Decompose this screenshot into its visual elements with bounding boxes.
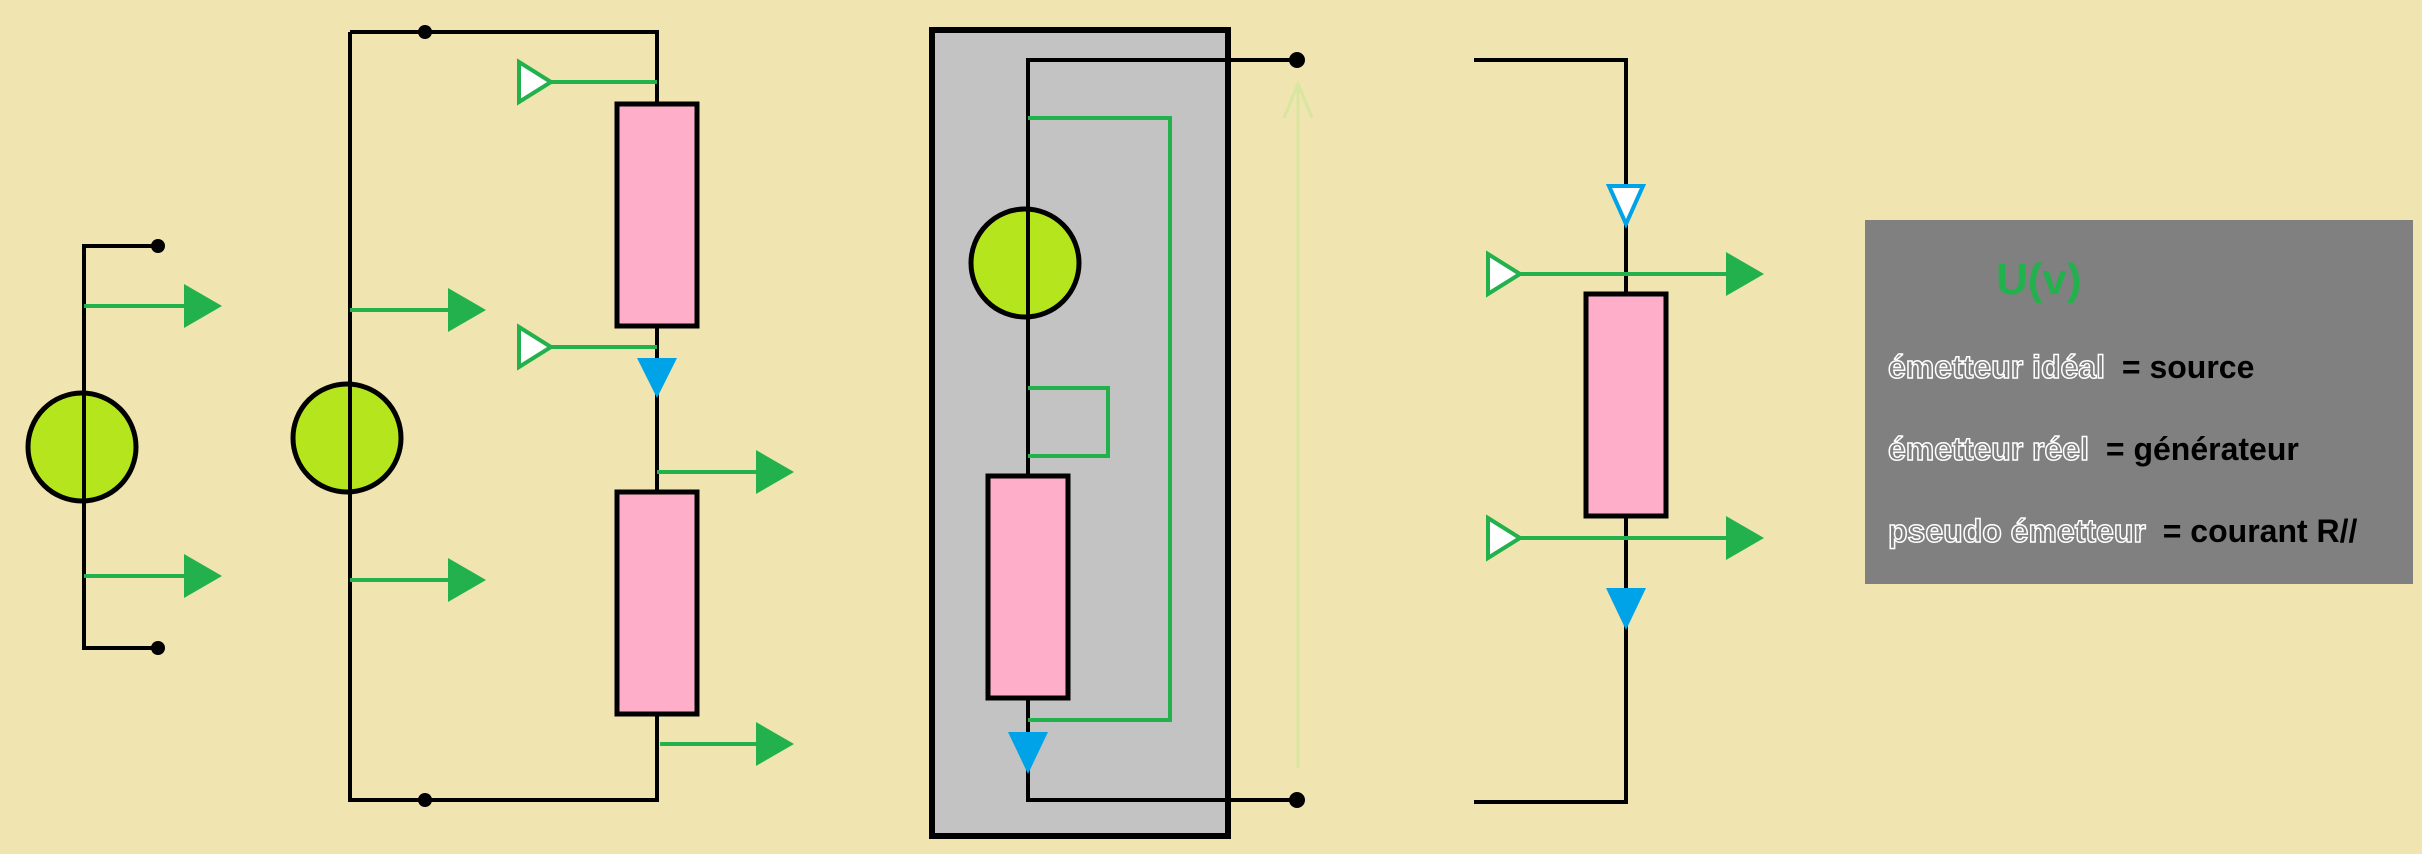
internal-current-loop (1028, 386, 1110, 458)
circuit-ideal-source (25, 239, 222, 655)
junction-dot (418, 793, 432, 807)
resistor (985, 473, 1071, 701)
current-arrow-head (184, 284, 222, 328)
wire (1474, 516, 1628, 804)
terminal-dot (151, 239, 165, 253)
resistor (1583, 291, 1669, 519)
terminal-dot (1289, 52, 1305, 68)
input-arrow-head (1486, 250, 1524, 298)
terminal-dot (1289, 792, 1305, 808)
legend-term: émetteur réel (1888, 431, 2089, 467)
legend-title: U(v) (1996, 255, 2082, 304)
current-arrow-head (448, 288, 486, 332)
legend-term: pseudo émetteur (1888, 513, 2146, 549)
legend-definition: = générateur (2106, 431, 2299, 467)
legend-definition: = source (2122, 349, 2255, 385)
voltage-arrow-head (1008, 732, 1048, 774)
legend-row: émetteur réel = générateur (1888, 431, 2299, 467)
circuit-voltage-divider (290, 25, 794, 807)
junction-dot (418, 25, 432, 39)
current-arrow-head (1726, 252, 1764, 296)
tension-arrow-head (1282, 80, 1314, 119)
current-arrow-head (756, 722, 794, 766)
circuit-real-generator (929, 27, 1314, 839)
legend-row: pseudo émetteur = courant R// (1888, 513, 2358, 549)
legend-panel: U(v) émetteur idéal = source émetteur ré… (1865, 220, 2413, 584)
legend-row: émetteur idéal = source (1888, 349, 2254, 385)
legend-term: émetteur idéal (1888, 349, 2105, 385)
current-arrow-head (448, 558, 486, 602)
terminal-dot (151, 641, 165, 655)
legend-box (1865, 220, 2413, 584)
voltage-arrow-head (637, 358, 677, 398)
current-arrow-head (1726, 516, 1764, 560)
resistor (614, 489, 700, 717)
generator-box (929, 27, 1231, 839)
input-arrow-head (1486, 514, 1524, 562)
source-symbol (290, 381, 404, 495)
internal-current-loop (1028, 116, 1172, 722)
source-symbol (968, 206, 1082, 320)
circuit-pseudo-emitter (1474, 58, 1764, 804)
voltage-arrow-head-open (1605, 184, 1647, 229)
voltage-arrow-head (1606, 588, 1646, 630)
input-arrow-head (517, 323, 555, 371)
resistor (614, 101, 700, 329)
current-arrow-head (184, 554, 222, 598)
wire (1026, 58, 1297, 208)
legend-definition: = courant R// (2163, 513, 2358, 549)
wire (350, 30, 659, 104)
input-arrow-head (517, 58, 555, 106)
current-arrow-head (756, 450, 794, 494)
